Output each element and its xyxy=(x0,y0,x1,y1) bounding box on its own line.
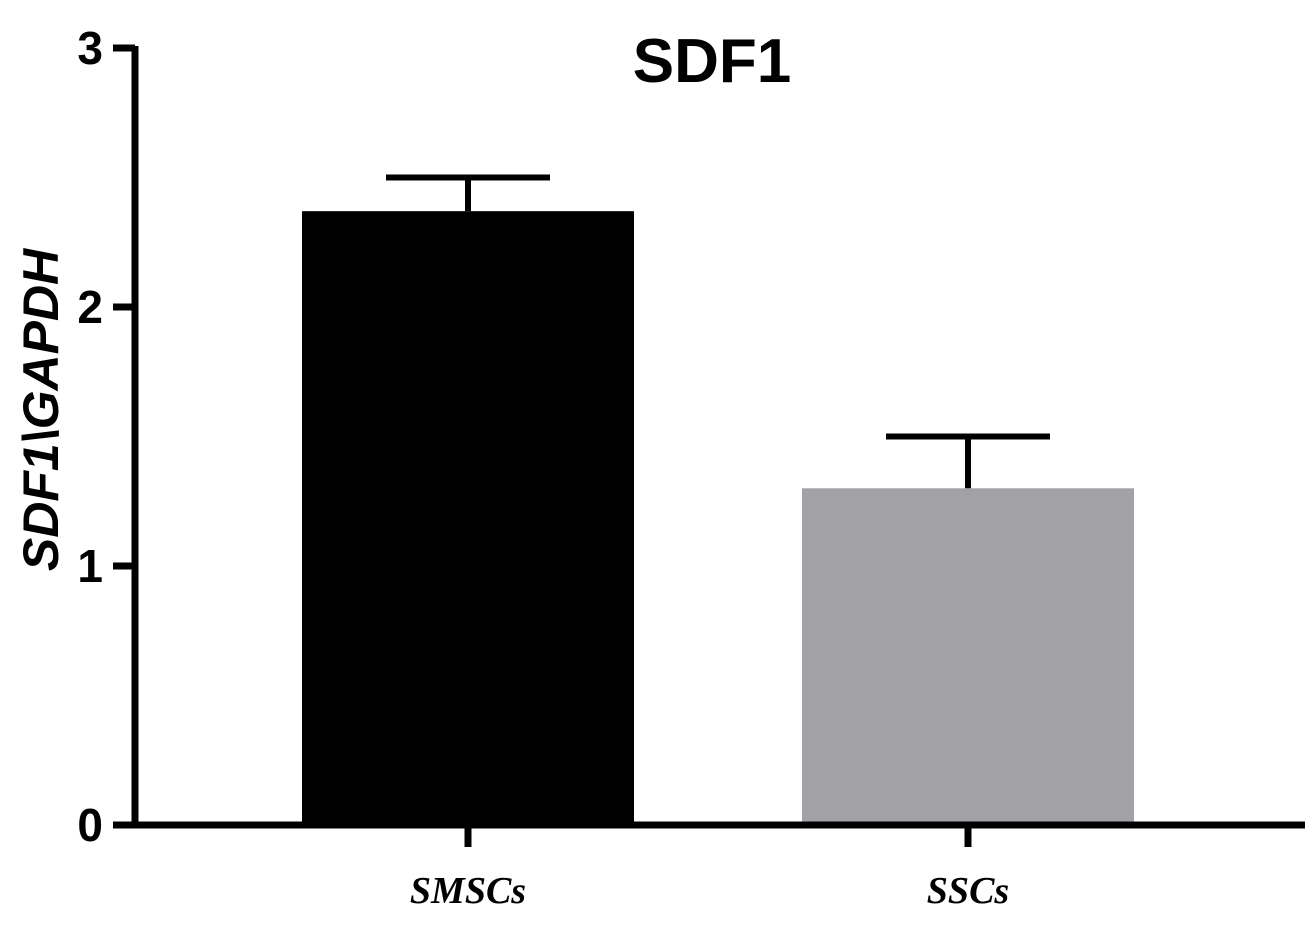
error-bars-group xyxy=(386,174,1050,489)
y-tick-label: 3 xyxy=(77,22,103,74)
y-tick-label: 0 xyxy=(77,799,103,851)
y-tick-label: 1 xyxy=(77,540,103,592)
labels-group: 0 1 2 3 SMSCs SSCs xyxy=(77,22,1009,912)
y-axis-title: SDF1\GAPDH xyxy=(13,248,69,571)
x-category-label: SSCs xyxy=(927,870,1009,912)
bars-group xyxy=(302,211,1134,826)
axes-group xyxy=(113,44,1305,847)
x-category-label: SMSCs xyxy=(410,870,526,912)
chart-title: SDF1 xyxy=(633,27,791,96)
bar-sscs xyxy=(802,488,1134,825)
y-tick-label: 2 xyxy=(77,281,103,333)
bar-smscs xyxy=(302,211,634,826)
